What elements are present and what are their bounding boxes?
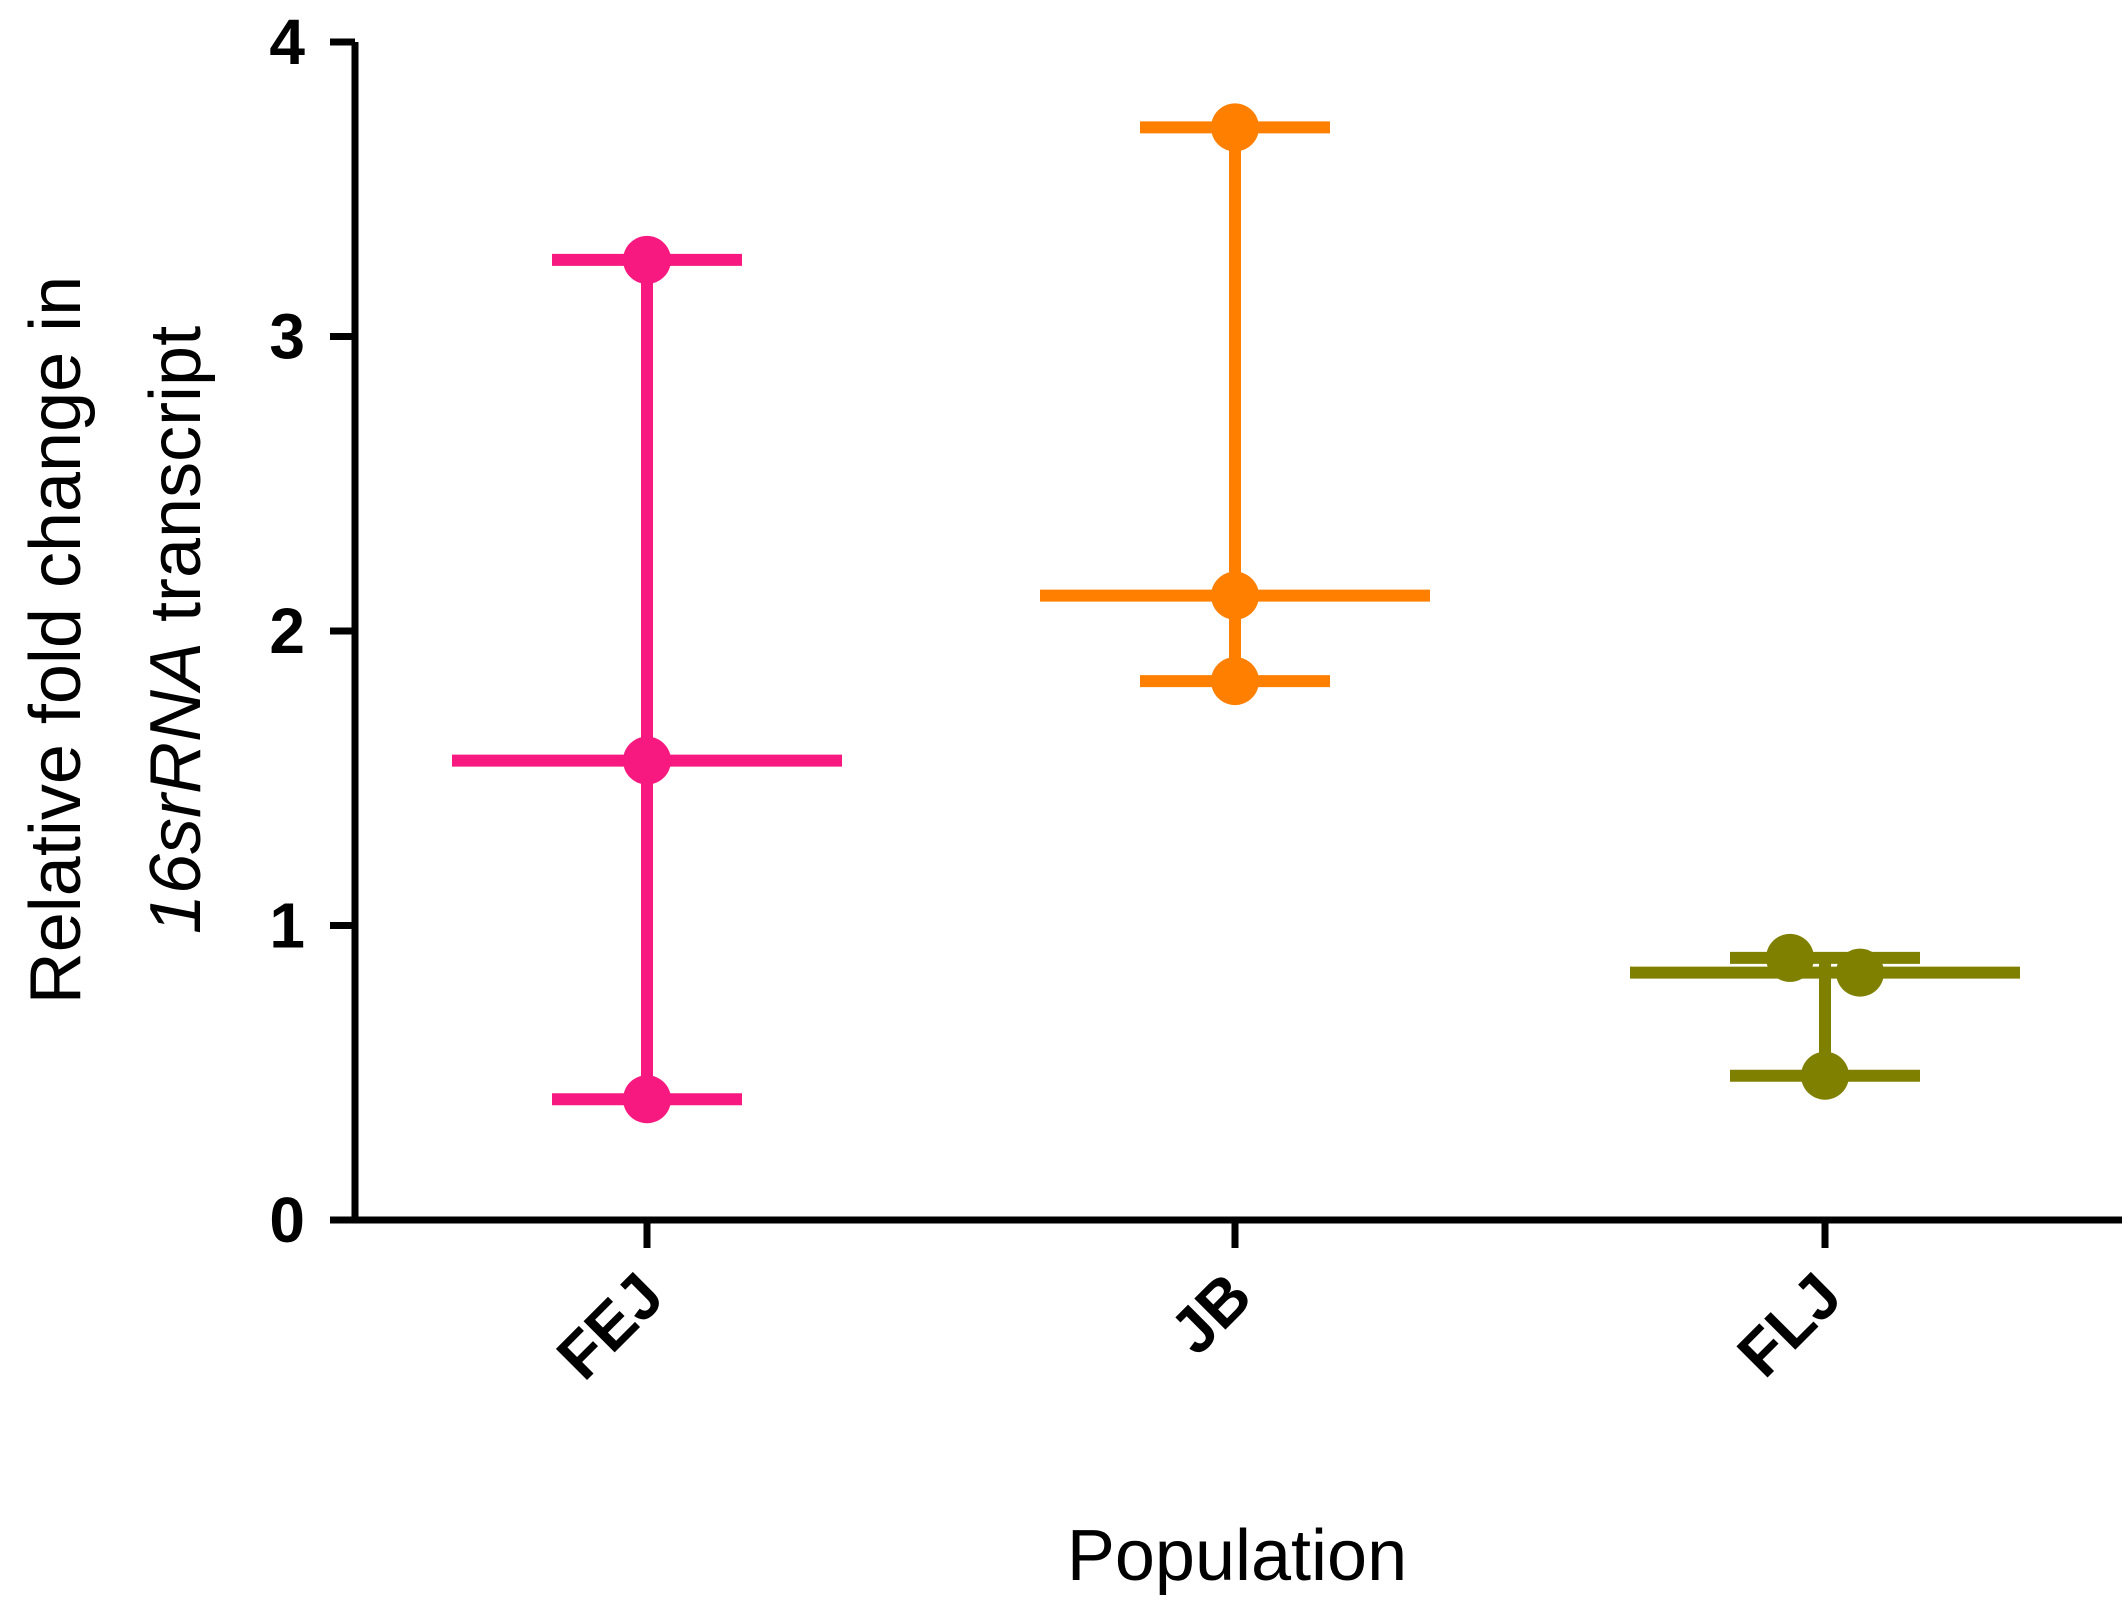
y-axis-title: Relative fold change in 16srRNA transcri… [16, 256, 216, 1005]
y-tick-label-4: 4 [269, 6, 305, 78]
x-axis-title: Population [1067, 1516, 1407, 1596]
x-tick-label-jb: JB [1156, 1259, 1265, 1368]
y-axis-title-rest: transcript [136, 326, 216, 642]
point-fej-2 [623, 1075, 671, 1124]
y-tick-label-2: 2 [269, 595, 305, 667]
y-axis-title-line2: 16srRNA transcript [136, 326, 216, 934]
y-tick-label-1: 1 [269, 890, 305, 962]
x-tick-label-fej: FEJ [543, 1259, 677, 1393]
point-jb-1 [1211, 571, 1259, 620]
point-flj-2 [1801, 1051, 1849, 1100]
y-axis-title-italic: 16srRNA [136, 642, 216, 934]
point-flj-1 [1836, 948, 1884, 997]
point-fej-0 [623, 235, 671, 284]
series-jb [1040, 103, 1430, 706]
y-tick-label-0: 0 [269, 1184, 305, 1256]
x-ticks: FEJ JB FLJ [543, 1220, 1855, 1393]
y-axis-title-line1: Relative fold change in [16, 276, 96, 1004]
series-flj [1630, 933, 2020, 1100]
y-ticks: 0 1 2 3 4 [269, 6, 355, 1256]
series-fej [452, 235, 842, 1124]
point-fej-1 [623, 736, 671, 785]
point-flj-0 [1766, 933, 1814, 982]
point-jb-2 [1211, 657, 1259, 706]
y-tick-label-3: 3 [269, 301, 305, 373]
point-jb-0 [1211, 103, 1259, 152]
x-tick-label-flj: FLJ [1724, 1259, 1855, 1390]
plot-marks [452, 103, 2020, 1124]
